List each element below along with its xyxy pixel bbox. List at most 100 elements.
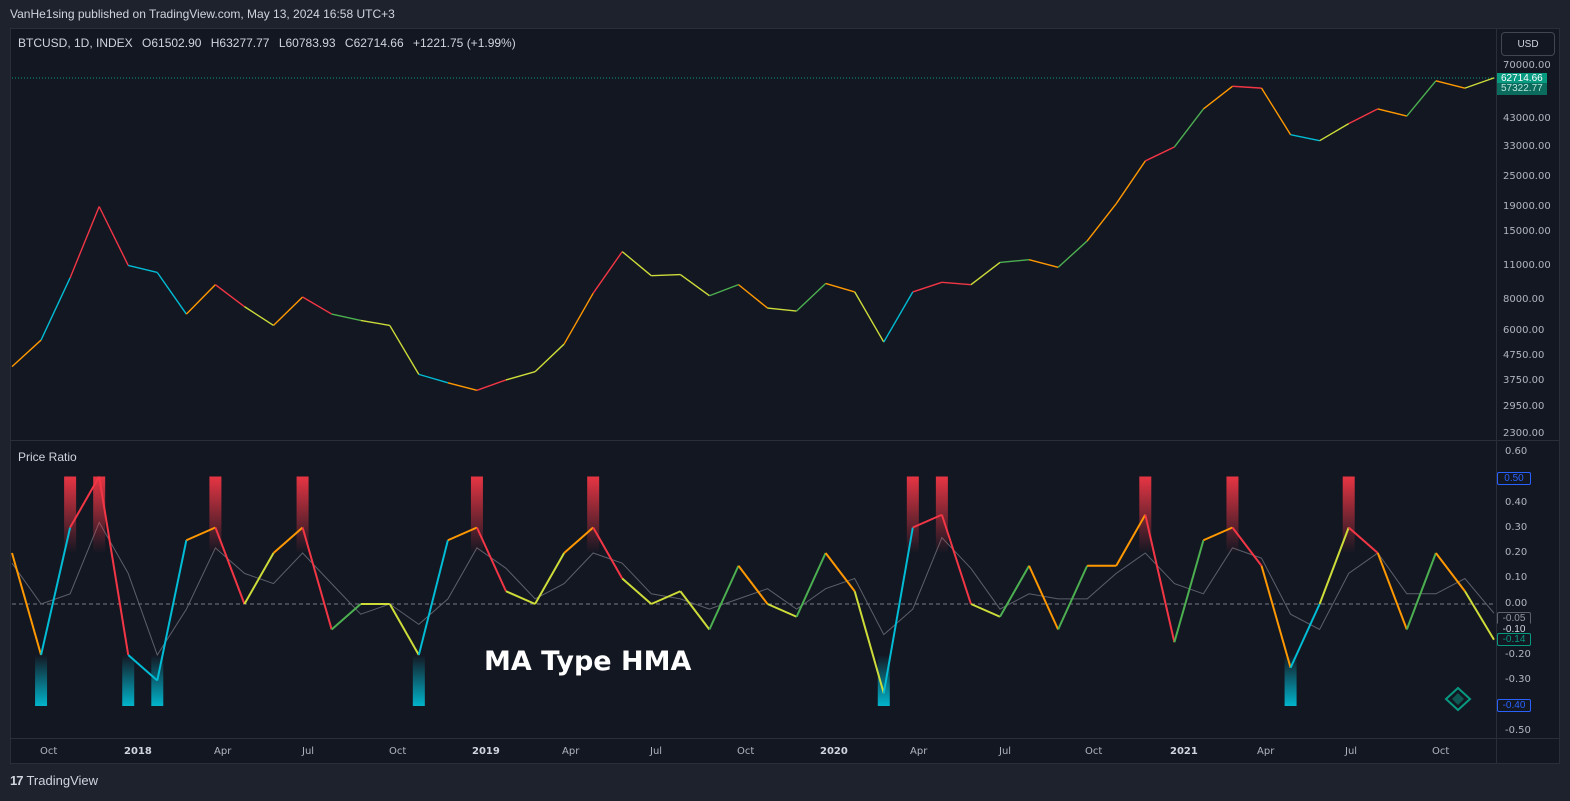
price-segment <box>912 281 943 293</box>
time-axis-label: Apr <box>214 746 232 757</box>
time-axis-label: Apr <box>1257 746 1275 757</box>
ratio-segment <box>243 552 275 605</box>
price-scale-label: 2950.00 <box>1503 401 1545 412</box>
ratio-segment <box>1231 526 1263 567</box>
diamond-icon <box>1444 686 1472 712</box>
price-scale-label: 25000.00 <box>1503 171 1551 182</box>
oversold-zone-bar <box>35 655 48 706</box>
price-scale-label: 33000.00 <box>1503 141 1551 152</box>
price-segment <box>1202 85 1233 110</box>
price-scale-label: 8000.00 <box>1503 294 1545 305</box>
price-segment <box>11 339 42 368</box>
indicator-scale-label: 0.10 <box>1505 572 1528 583</box>
price-segment <box>563 292 594 345</box>
ratio-segment <box>388 603 420 656</box>
price-scale-label: 3750.00 <box>1503 375 1545 386</box>
price-segment <box>244 306 274 327</box>
price-segment <box>796 282 827 312</box>
price-segment <box>854 291 885 343</box>
price-segment <box>1290 134 1320 142</box>
price-segment <box>69 206 100 279</box>
price-segment <box>883 291 914 343</box>
legend-symbol[interactable]: BTCUSD, 1D, INDEX <box>18 36 133 50</box>
price-segment <box>738 284 768 309</box>
time-axis-label: 2018 <box>124 746 152 757</box>
price-scale-label: 2300.00 <box>1503 428 1545 439</box>
ratio-segment <box>1144 514 1176 643</box>
overbought-zone-bar <box>209 476 222 553</box>
indicator-value-tag-a: -0.05 <box>1497 612 1531 625</box>
footer-brand[interactable]: 17 TradingView <box>10 773 98 788</box>
price-segment <box>389 325 420 375</box>
indicator-scale-label: 0.60 <box>1505 446 1528 457</box>
overbought-zone-bar <box>296 476 309 553</box>
legend-low: L60783.93 <box>278 36 336 50</box>
ratio-segment <box>1348 526 1379 554</box>
time-axis-label: Oct <box>737 746 755 757</box>
ratio-segment <box>1028 565 1060 630</box>
price-segment <box>1144 146 1175 162</box>
time-axis-label: Oct <box>1085 746 1103 757</box>
price-scale-label: 6000.00 <box>1503 325 1545 336</box>
price-segment <box>679 274 710 297</box>
ratio-segment <box>1289 603 1321 669</box>
oversold-zone-bar <box>1284 655 1297 706</box>
ratio-segment <box>1115 514 1147 567</box>
pane-divider[interactable] <box>10 440 1560 441</box>
price-segment <box>1406 80 1437 117</box>
time-scale-divider <box>10 738 1560 739</box>
price-segment <box>592 251 623 294</box>
indicator-value-tag-c: -0.14 <box>1497 633 1531 646</box>
price-segment <box>185 284 216 315</box>
ratio-segment <box>1435 552 1466 592</box>
ratio-segment <box>417 540 449 656</box>
indicator-scale-label: 0.00 <box>1505 598 1528 609</box>
overbought-zone-bar <box>64 476 77 553</box>
ratio-segment <box>1173 539 1205 643</box>
price-segment <box>999 258 1030 264</box>
price-scale-divider <box>1496 28 1497 764</box>
time-axis-label: Oct <box>40 746 58 757</box>
price-segment <box>476 379 507 391</box>
ratio-segment <box>69 476 101 528</box>
overbought-zone-bar <box>93 476 106 553</box>
price-segment <box>534 343 565 373</box>
overbought-zone-bar <box>470 476 483 553</box>
price-segment <box>941 281 971 286</box>
ratio-segment <box>650 590 681 605</box>
price-segment <box>128 264 158 274</box>
legend-close: C62714.66 <box>344 36 404 50</box>
indicator-scale-label: 0.30 <box>1505 522 1528 533</box>
ratio-segment <box>330 603 362 631</box>
time-axis-label: Jul <box>650 746 663 757</box>
ma-type-annotation: MA Type HMA <box>484 646 692 677</box>
ratio-segment <box>127 654 158 682</box>
publish-info: VanHe1sing published on TradingView.com,… <box>10 7 395 21</box>
price-segment <box>709 283 739 297</box>
ratio-segment <box>912 513 943 529</box>
legend-high: H63277.77 <box>210 36 270 50</box>
price-scale-label: 70000.00 <box>1503 60 1551 71</box>
publish-bar: VanHe1sing published on TradingView.com,… <box>0 0 1570 28</box>
ratio-segment <box>882 527 914 694</box>
ratio-segment <box>795 552 827 618</box>
footer-brand-name: TradingView <box>26 773 99 788</box>
time-axis-label: Jul <box>302 746 315 757</box>
price-segment <box>1086 203 1117 242</box>
price-segment <box>360 319 390 327</box>
price-segment <box>767 307 797 312</box>
price-segment <box>651 273 681 277</box>
time-axis-label: 2020 <box>820 746 848 757</box>
ratio-segment <box>1376 552 1408 630</box>
time-axis-label: Jul <box>999 746 1012 757</box>
overbought-zone-bar <box>906 476 919 553</box>
overbought-zone-bar <box>587 476 600 553</box>
time-axis-label: Jul <box>1345 746 1358 757</box>
indicator-scale-label: 0.20 <box>1505 547 1528 558</box>
ratio-segment <box>156 540 188 681</box>
ratio-segment <box>272 526 304 554</box>
indicator-scale-label: 0.40 <box>1505 497 1528 508</box>
indicator-title[interactable]: Price Ratio <box>18 450 77 464</box>
currency-button[interactable]: USD <box>1501 32 1555 56</box>
